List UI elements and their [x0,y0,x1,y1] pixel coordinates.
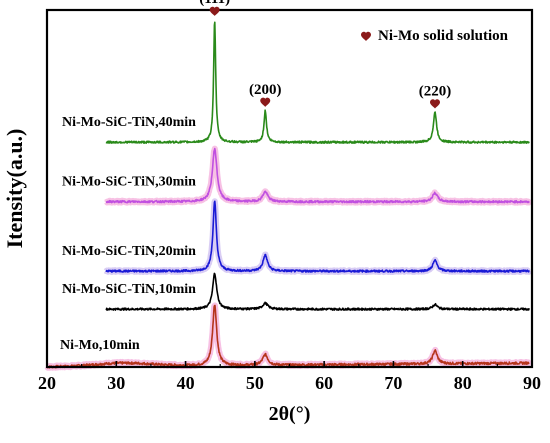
peak-label: (111) [199,0,230,7]
series-label: Ni-Mo-SiC-TiN,20min [62,244,196,259]
x-tick-label: 30 [107,373,125,393]
peak-heart-icon [209,6,220,16]
peak-annotations: (111) (200) (220) [199,0,452,109]
x-tick-label: 80 [454,373,472,393]
x-tick-label: 60 [315,373,333,393]
x-axis: 20 30 40 50 60 70 80 90 [38,361,541,393]
legend-heart-icon [361,31,371,41]
x-tick-label: 90 [523,373,541,393]
peak-heart-icon [430,99,440,109]
series-halo [44,302,532,371]
x-axis-label: 2θ(°) [269,403,311,425]
series-line [105,272,530,311]
legend: Ni-Mo solid solution [361,28,509,44]
series-label: Ni-Mo-SiC-TiN,10min [62,282,196,297]
series-layer [44,21,532,371]
series-line [105,21,530,144]
x-tick-label: 20 [38,373,56,393]
series-label: Ni-Mo,10min [60,338,140,353]
peak-label: (220) [419,83,452,99]
series-labels: Ni-Mo,10min Ni-Mo-SiC-TiN,10min Ni-Mo-SiC-… [60,115,196,353]
y-axis-label: Itensity(a.u.) [2,129,27,249]
series-line [46,304,530,369]
series-line [105,147,530,204]
series-label: Ni-Mo-SiC-TiN,30min [62,175,196,190]
series-halo [103,198,532,276]
legend-label: Ni-Mo solid solution [378,28,509,44]
peak-label: (200) [249,82,282,98]
x-tick-label: 70 [384,373,402,393]
series-line [105,200,530,273]
x-tick-label: 40 [177,373,195,393]
x-tick-label: 50 [246,373,264,393]
peak-heart-icon [260,97,271,107]
series-label: Ni-Mo-SiC-TiN,40min [62,115,196,130]
